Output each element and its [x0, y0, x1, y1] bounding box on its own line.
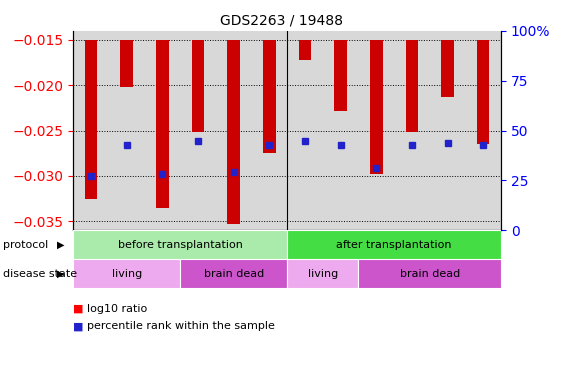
Bar — [287, 230, 501, 259]
Bar — [299, 40, 311, 60]
Text: disease state: disease state — [3, 268, 77, 279]
Bar — [406, 40, 418, 132]
Text: ■: ■ — [73, 304, 84, 314]
Bar — [73, 230, 287, 259]
Text: log10 ratio: log10 ratio — [87, 304, 148, 314]
Bar — [73, 259, 180, 288]
Text: ▶: ▶ — [56, 240, 64, 250]
Bar — [120, 40, 133, 87]
Text: protocol: protocol — [3, 240, 48, 250]
Text: GDS2263 / 19488: GDS2263 / 19488 — [220, 13, 343, 27]
Bar — [287, 259, 359, 288]
Text: living: living — [307, 268, 338, 279]
Text: percentile rank within the sample: percentile rank within the sample — [87, 321, 275, 331]
Text: brain dead: brain dead — [400, 268, 460, 279]
Bar — [334, 40, 347, 111]
Bar — [359, 259, 501, 288]
Bar — [441, 40, 454, 97]
Bar — [192, 40, 204, 132]
Bar — [227, 40, 240, 224]
Bar — [477, 40, 489, 144]
Text: living: living — [111, 268, 142, 279]
Text: brain dead: brain dead — [203, 268, 264, 279]
Bar — [85, 40, 97, 199]
Bar — [263, 40, 275, 153]
Bar — [180, 259, 287, 288]
Bar — [156, 40, 168, 208]
Bar — [370, 40, 382, 174]
Text: ▶: ▶ — [56, 268, 64, 279]
Text: before transplantation: before transplantation — [118, 240, 243, 250]
Text: after transplantation: after transplantation — [336, 240, 452, 250]
Text: ■: ■ — [73, 321, 84, 331]
